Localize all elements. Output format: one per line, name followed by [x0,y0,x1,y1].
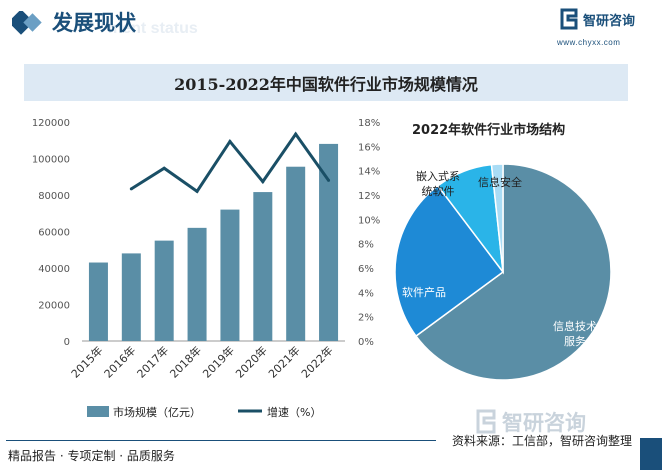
y-right-tick-label: 2% [358,313,374,324]
x-tick-label: 2016年 [101,343,138,380]
growth-rate-point [327,178,331,182]
pie-label-line: 信息安全 [478,175,522,189]
bar-2019年 [220,209,240,341]
y-left-tick-label: 40000 [38,264,70,275]
y-right-tick-label: 18% [358,118,380,129]
logo-url: www.chyxx.com [557,38,621,47]
y-left-tick-label: 20000 [38,301,70,312]
growth-rate-point [228,139,232,143]
charts-area: 0 20000 40000 60000 80000 100000 120000 0% 2% 4% 6… [32,118,612,419]
legend-label-line: 增速（%） [267,405,321,419]
growth-rate-point [261,180,265,184]
y-right-tick-label: 8% [358,240,374,251]
y-right-tick-label: 14% [358,167,380,178]
watermark-text: 智研咨询 [502,411,586,435]
growth-rate-point [129,187,133,191]
pie-label-软件产品: 软件产品 [402,285,446,299]
x-tick-label: 2017年 [134,343,171,380]
pie-chart-title: 2022年软件行业市场结构 [412,123,566,138]
growth-rate-point [162,166,166,170]
y-left-tick-label: 60000 [38,228,70,239]
y-right-tick-label: 10% [358,215,380,226]
y-right-tick-label: 0% [358,337,374,348]
x-tick-label: 2021年 [265,343,302,380]
y-left-tick-label: 0 [64,337,70,348]
bar-2020年 [253,192,273,341]
bar-2016年 [121,253,141,341]
header-chevron-icon [8,9,48,39]
growth-rate-point [195,189,199,193]
pie-label-line: 软件产品 [402,285,446,299]
logo-icon [560,8,580,34]
bar-2022年 [319,143,339,341]
pie-slice-信息安全 [490,163,504,273]
bar-2017年 [154,240,174,341]
pie-label-信息技术服务: 信息技术服务 [553,319,597,348]
y-left-tick-label: 80000 [38,191,70,202]
pie-slice-信息技术服务 [414,163,612,381]
logo-text: 智研咨询 [583,14,636,29]
header-ghost-text: ment status [108,20,198,37]
pie-label-嵌入式系统软件: 嵌入式系统软件 [416,170,460,198]
y-left-tick-label: 100000 [32,155,70,166]
legend-label-bar: 市场规模（亿元） [113,405,201,419]
pie-label-line: 服务 [564,335,586,348]
growth-rate-point [294,132,298,136]
x-tick-label: 2015年 [68,343,105,380]
pie-slice-软件产品 [394,184,505,338]
x-tick-label: 2019年 [200,343,237,380]
main-chart-title: 2015-2022年中国软件行业市场规模情况 [174,75,478,94]
pie-label-line: 信息技术 [553,319,597,333]
x-tick-label: 2022年 [298,343,335,380]
bar-2021年 [286,166,306,341]
x-tick-label: 2020年 [232,343,269,380]
pie-label-line: 统软件 [422,184,455,198]
footer-slogan: 精品报告 · 专项定制 · 品质服务 [8,449,175,463]
footer-divider [6,440,436,441]
y-right-tick-label: 4% [358,288,374,299]
x-tick-label: 2018年 [167,343,204,380]
bar-2018年 [187,227,207,341]
footer-corner-decoration [640,438,662,470]
pie-label-信息安全: 信息安全 [478,175,522,189]
page-section-title: 发展现状 [52,11,136,35]
chart-title-band: 2015-2022年中国软件行业市场规模情况 [24,64,628,101]
pie-label-line: 嵌入式系 [416,170,460,183]
legend-swatch-bar [87,406,109,417]
y-left-tick-label: 120000 [32,118,70,129]
y-right-tick-label: 12% [358,191,380,202]
y-right-tick-label: 16% [358,142,380,153]
y-right-tick-label: 6% [358,264,374,275]
bar-2015年 [88,262,108,341]
watermark-logo-icon: 智研咨询 [474,408,644,440]
footer-source: 资料来源：工信部，智研咨询整理 [452,434,633,448]
